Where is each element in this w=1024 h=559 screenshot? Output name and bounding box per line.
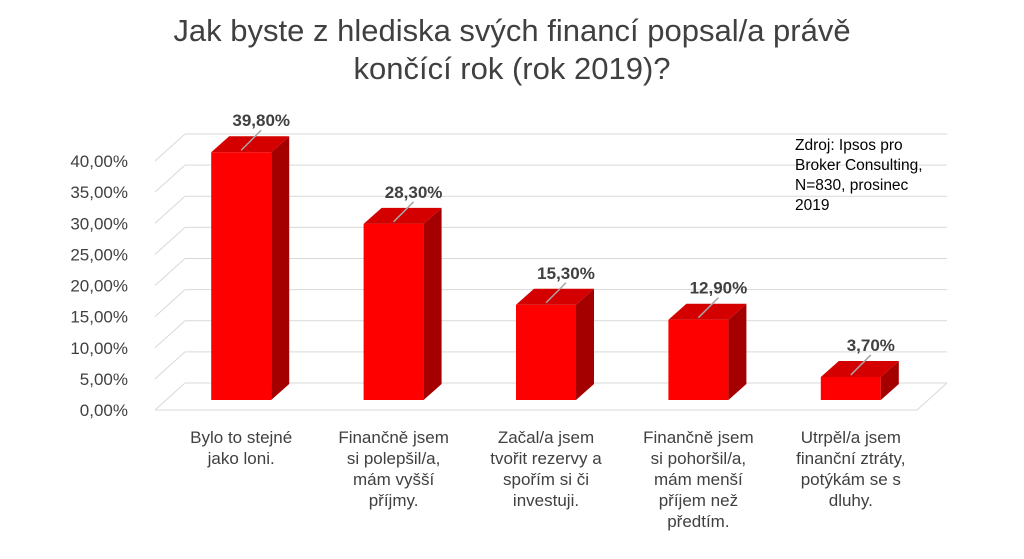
category-label-line: jako loni. <box>207 449 275 468</box>
y-tick-label: 30,00% <box>70 214 128 233</box>
data-label-leader <box>393 201 415 223</box>
category-label: Utrpěl/a jsem finanční ztráty, potýkám se … <box>776 427 926 511</box>
data-label: 12,90% <box>690 279 748 298</box>
category-label-line: potýkám se s <box>800 470 901 489</box>
source-line-4: 2019 <box>795 197 830 214</box>
bar-4 <box>668 319 729 400</box>
gridline-depth <box>154 351 186 380</box>
category-label-line: předtím. <box>667 512 730 531</box>
gridline-depth <box>154 320 186 349</box>
data-label-leader <box>697 297 719 319</box>
bar-2 <box>363 223 424 400</box>
data-label: 15,30% <box>537 264 595 283</box>
bar-3-side <box>576 288 594 400</box>
category-label-line: dluhy. <box>828 491 873 510</box>
y-tick-label: 0,00% <box>80 401 128 420</box>
y-tick-label: 25,00% <box>70 245 128 264</box>
bar-2-top <box>363 207 442 224</box>
y-tick-label: 20,00% <box>70 277 128 296</box>
category-label-line: mám vyšší <box>352 470 435 489</box>
source-line-3: N=830, prosinec <box>795 177 909 194</box>
bar-5-top <box>820 360 899 377</box>
category-label-line: Finančně jsem <box>338 428 449 447</box>
bar-3-top <box>516 288 594 305</box>
source-line-1: Zdroj: Ipsos pro <box>795 137 903 154</box>
category-label-line: spořím si či <box>503 470 589 489</box>
bar-1-side <box>271 136 290 400</box>
data-label-leader <box>240 129 262 151</box>
y-tick-label: 35,00% <box>70 183 128 202</box>
category-label-line: finanční ztráty, <box>796 449 906 468</box>
category-label: Začal/a jsem tvořit rezervy a spořím si či… <box>471 427 621 511</box>
data-label: 3,70% <box>847 336 895 355</box>
category-label-line: příjmy. <box>368 491 419 510</box>
category-label-line: Finančně jsem <box>643 428 754 447</box>
bar-5-side <box>880 360 899 400</box>
floor-right-edge <box>916 382 948 411</box>
category-label-line: si pohoršil/a, <box>650 449 747 468</box>
category-label: Bylo to stejné jako loni. <box>166 427 316 469</box>
gridline-depth <box>154 382 186 411</box>
y-tick-label: 10,00% <box>70 339 128 358</box>
source-annotation: Zdroj: Ipsos pro Broker Consulting, N=83… <box>795 136 1005 216</box>
category-label: Finančně jsem si polepšil/a, mám vyšší příj… <box>319 427 469 511</box>
data-label-leader <box>545 282 567 304</box>
bar-3 <box>516 304 576 400</box>
y-tick-label: 40,00% <box>70 152 128 171</box>
gridline-depth <box>154 164 186 193</box>
gridline-depth <box>154 195 186 224</box>
y-tick-label: 15,00% <box>70 308 128 327</box>
category-label-line: tvořit rezervy a <box>490 449 602 468</box>
bar-2-side <box>423 207 442 400</box>
category-label-line: mám menší <box>653 470 743 489</box>
category-label: Finančně jsem si pohoršil/a, mám menší příj… <box>623 427 773 532</box>
bar-1 <box>211 152 272 400</box>
y-tick-label: 5,00% <box>80 370 128 389</box>
category-label-line: investuji. <box>512 491 580 510</box>
bar-4-side <box>728 303 747 400</box>
category-label-line: si polepšil/a, <box>346 449 441 468</box>
bar-5 <box>820 376 881 400</box>
gridline-depth <box>154 258 186 286</box>
data-label: 28,30% <box>385 183 443 202</box>
gridline-depth <box>154 289 186 317</box>
category-label-line: Začal/a jsem <box>497 428 595 447</box>
bar-1-top <box>211 136 290 153</box>
gridline-depth <box>154 227 186 255</box>
chart-title: Jak byste z hlediska svých financí popsa… <box>0 12 1024 88</box>
chart-title-line-1: Jak byste z hlediska svých financí popsa… <box>173 13 851 48</box>
data-label-leader <box>850 354 872 376</box>
bar-4-top <box>668 303 747 320</box>
chart-title-line-2: končící rok (rok 2019)? <box>353 51 671 86</box>
category-label-line: Bylo to stejné <box>190 428 293 447</box>
category-label-line: Utrpěl/a jsem <box>800 428 901 447</box>
gridline-depth <box>154 133 186 162</box>
data-label: 39,80% <box>232 111 290 130</box>
category-label-line: příjem než <box>658 491 739 510</box>
source-line-2: Broker Consulting, <box>795 157 923 174</box>
